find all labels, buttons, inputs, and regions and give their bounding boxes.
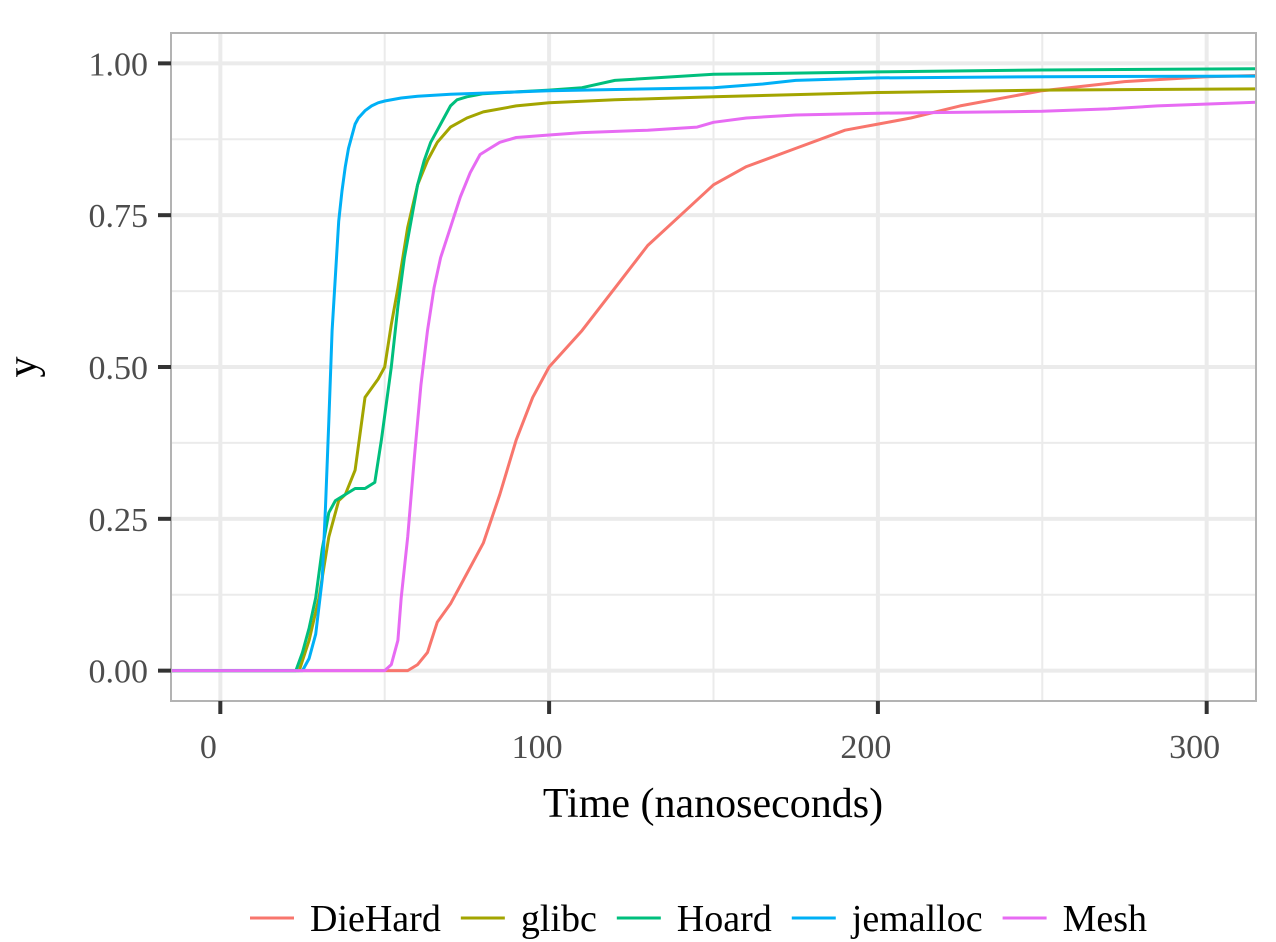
series-lines bbox=[171, 67, 1257, 673]
series-line-diehard bbox=[171, 74, 1257, 673]
y-tick-label: 0.00 bbox=[89, 654, 149, 691]
x-tick-label: 300 bbox=[1169, 729, 1220, 766]
legend-label-jemalloc: jemalloc bbox=[850, 898, 983, 940]
x-tick-label: 0 bbox=[200, 729, 217, 766]
y-tick-label: 0.75 bbox=[89, 198, 149, 235]
legend-label-hoard: Hoard bbox=[677, 898, 772, 940]
series-line-mesh bbox=[171, 100, 1257, 673]
legend: DieHard glibc Hoard jemalloc Mesh bbox=[250, 898, 1147, 940]
legend-label-mesh: Mesh bbox=[1063, 898, 1147, 940]
series-line-jemalloc bbox=[171, 74, 1257, 673]
y-tick-label: 1.00 bbox=[89, 46, 149, 83]
y-tick-label: 0.25 bbox=[89, 502, 149, 539]
axis-ticks bbox=[158, 61, 1209, 714]
x-axis-title: Time (nanoseconds) bbox=[543, 781, 883, 827]
y-tick-labels: 0.00 0.25 0.50 0.75 1.00 bbox=[89, 46, 149, 690]
y-tick-label: 0.50 bbox=[89, 350, 149, 387]
major-gridlines bbox=[171, 33, 1256, 701]
series-line-glibc bbox=[171, 87, 1257, 673]
legend-label-glibc: glibc bbox=[521, 898, 597, 940]
x-tick-labels: 0 100 200 300 bbox=[200, 729, 1220, 766]
y-axis-title: y bbox=[0, 357, 46, 378]
x-tick-label: 200 bbox=[840, 729, 891, 766]
legend-label-diehard: DieHard bbox=[310, 898, 441, 940]
x-tick-label: 100 bbox=[512, 729, 563, 766]
